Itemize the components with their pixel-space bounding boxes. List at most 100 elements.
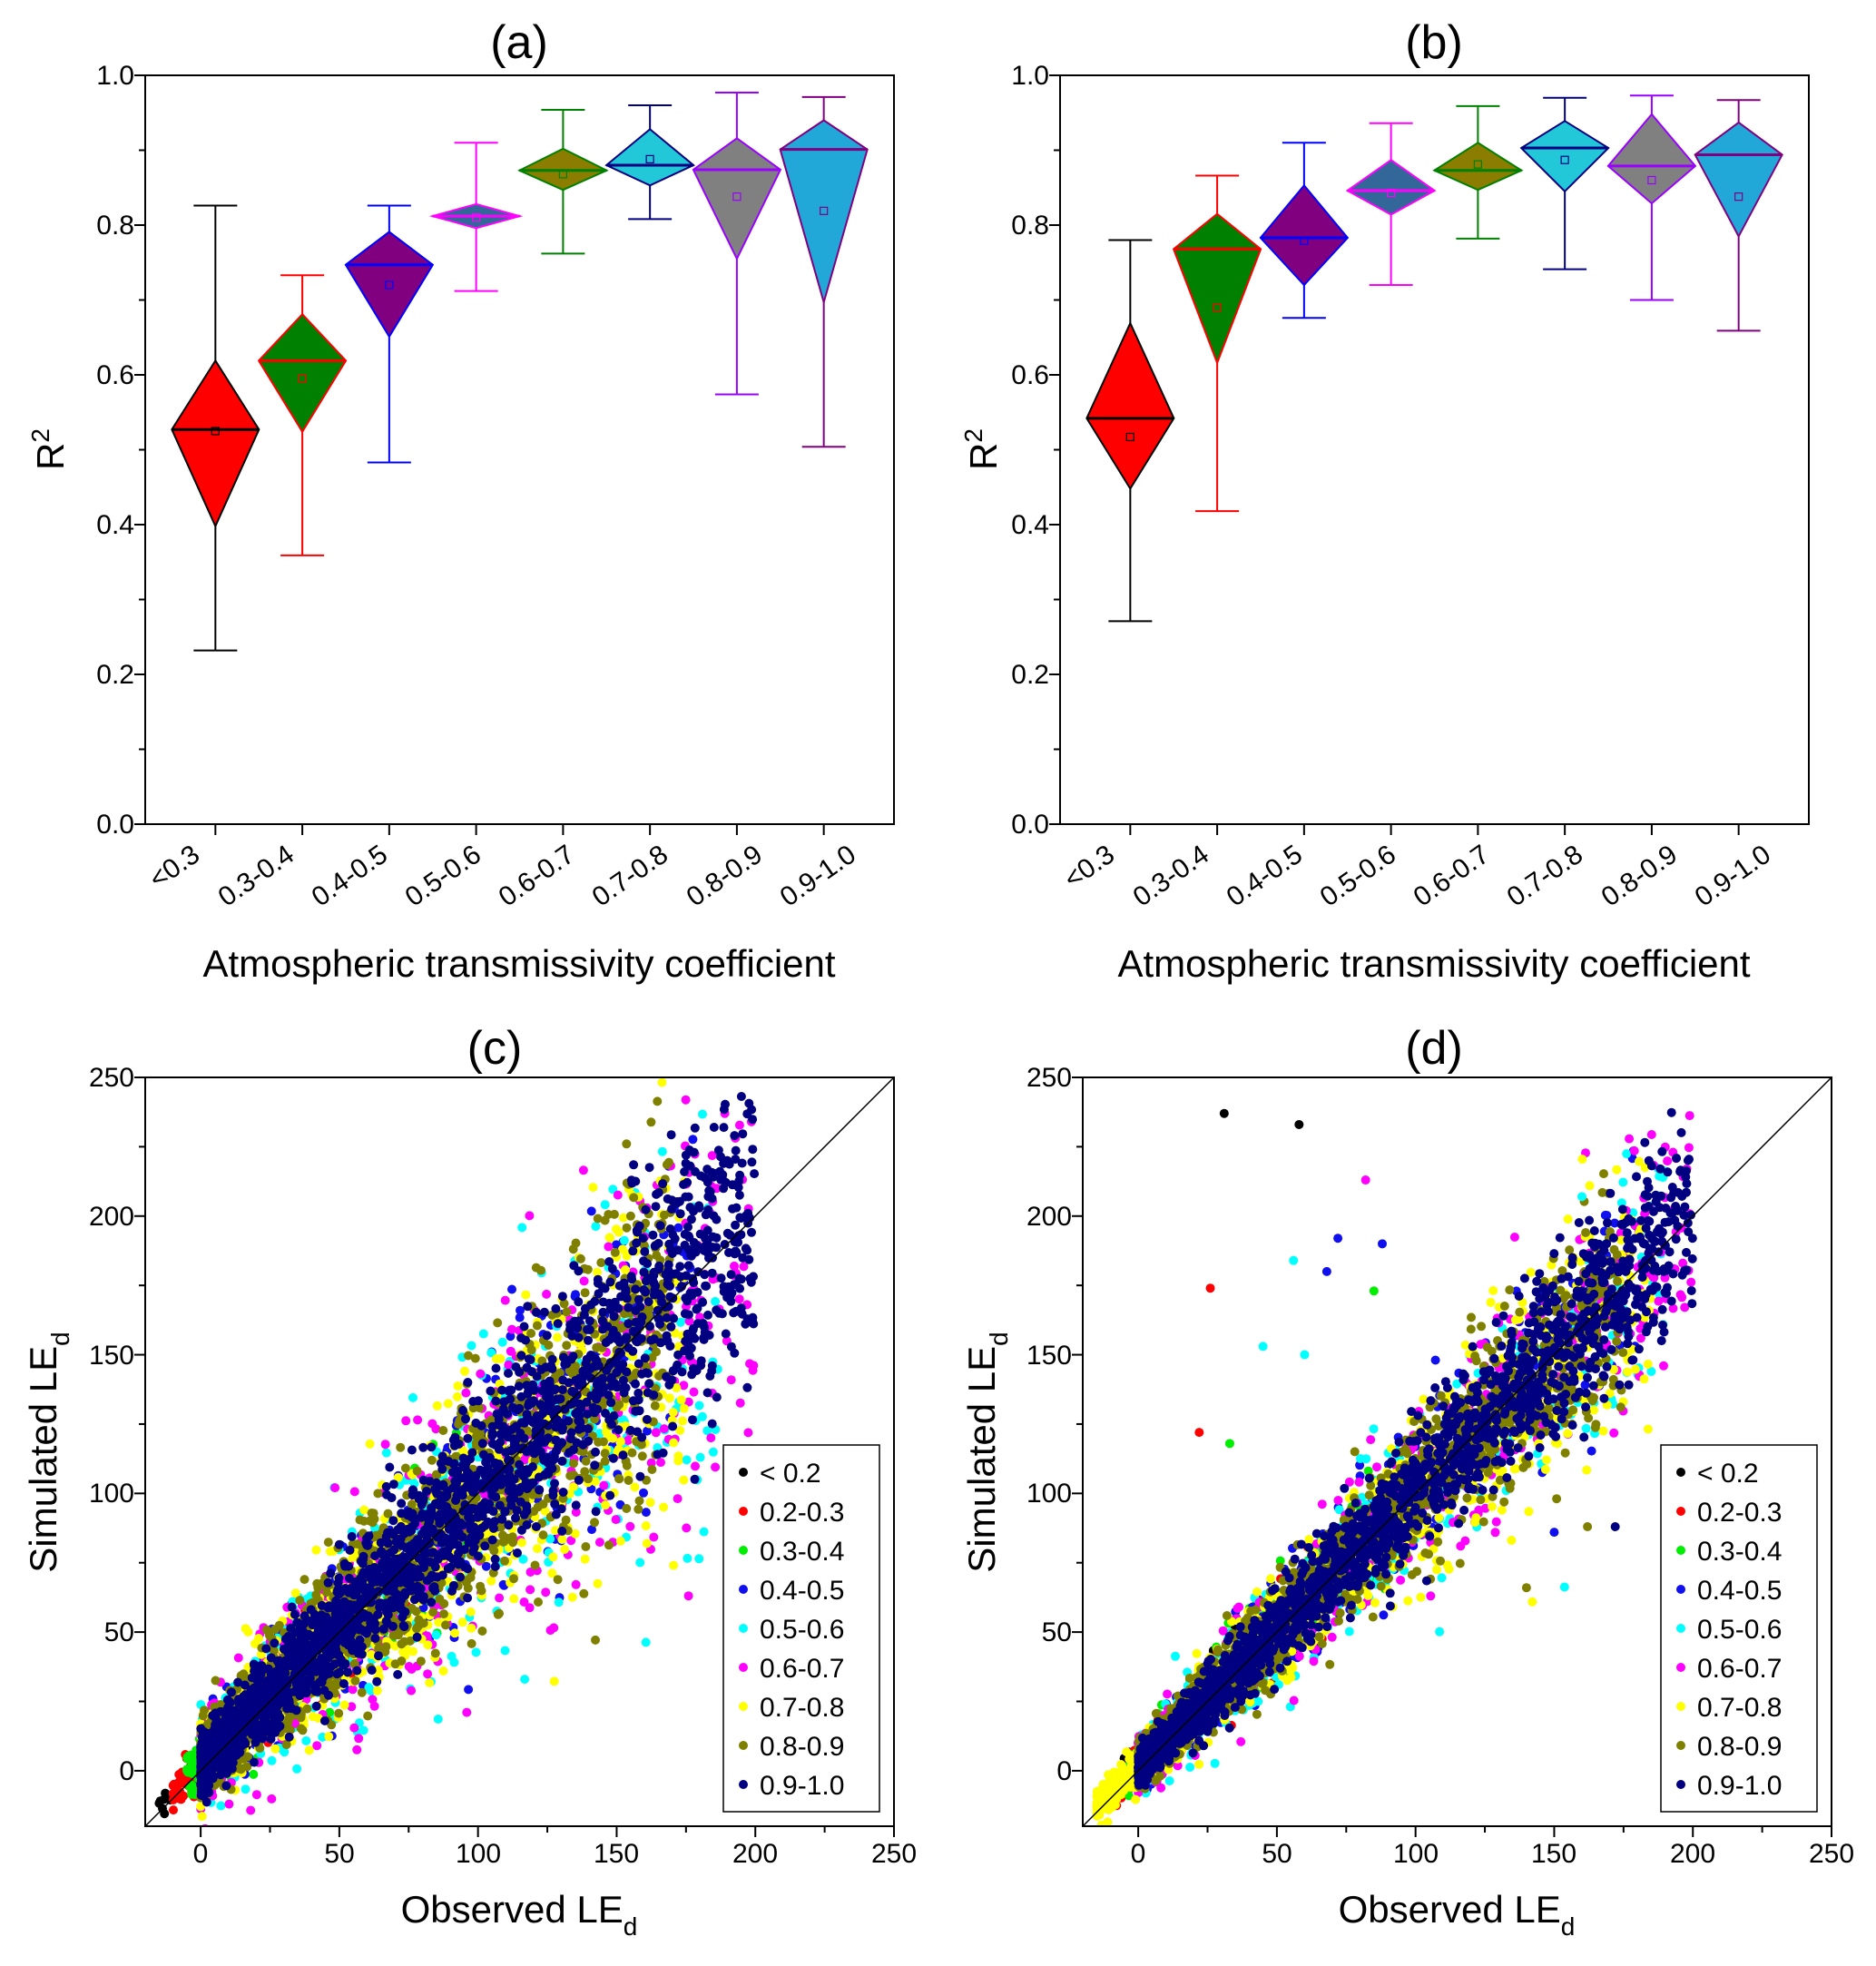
panel-c-point: [187, 1790, 196, 1799]
panel-c-point: [427, 1420, 437, 1429]
panel-c-point: [525, 1585, 535, 1594]
panel-b-frame: [1060, 75, 1809, 824]
panel-c-point: [520, 1675, 529, 1684]
panel-a-ytick-3: 0.6: [96, 360, 134, 390]
panel-c-point: [493, 1318, 502, 1327]
panel-c-point: [623, 1224, 632, 1233]
panel-c-point: [698, 1110, 707, 1119]
panel-c-point: [653, 1096, 662, 1106]
panel-c-point: [464, 1685, 473, 1694]
panel-c-point: [614, 1474, 624, 1483]
panel-c-point: [305, 1745, 314, 1755]
panel-c-point: [690, 1388, 699, 1397]
panel-c-point: [611, 1248, 620, 1257]
panel-c-point: [679, 1476, 688, 1485]
panel-c-point: [590, 1518, 599, 1527]
panel-c-point: [610, 1210, 619, 1219]
panel-b-box-1: [1174, 176, 1261, 512]
panel-c-point: [373, 1489, 382, 1498]
panel-c-point: [594, 1579, 603, 1588]
panel-c-point: [719, 1184, 728, 1193]
panel-c-point: [591, 1448, 600, 1457]
panel-b-ytick-3: 0.6: [1011, 360, 1049, 390]
panel-c-point: [246, 1806, 255, 1815]
panel-c-point: [572, 1580, 581, 1589]
panel-c-point: [591, 1636, 600, 1645]
panel-c-point: [453, 1392, 462, 1401]
panel-c-point: [553, 1333, 562, 1342]
panel-c-point: [408, 1393, 417, 1402]
panel-a-boxes: [172, 93, 867, 651]
panel-c-point: [309, 1712, 318, 1721]
panel-c-point: [349, 1685, 358, 1694]
panel-b-box-6: [1608, 95, 1695, 300]
panel-c-point: [477, 1627, 486, 1636]
panel-c-point: [533, 1544, 542, 1553]
panel-c-point: [492, 1364, 501, 1373]
panel-c-point: [509, 1574, 518, 1583]
panel-c-point: [198, 1812, 207, 1821]
panel-c-point: [396, 1443, 405, 1452]
panel-c-point: [349, 1724, 359, 1733]
panel-c-point: [509, 1594, 518, 1603]
panel-c-point: [516, 1313, 525, 1322]
panel-c-point: [665, 1393, 674, 1402]
panel-c-point: [267, 1794, 276, 1804]
panel-c-point: [517, 1538, 526, 1548]
panel-c-point: [154, 1799, 163, 1808]
panel-c-point: [695, 1401, 704, 1411]
panel-a-ytick-4: 0.8: [96, 211, 134, 241]
panel-c-title: (c): [467, 1022, 523, 1075]
panel-c-point: [711, 1462, 720, 1471]
panel-c-point: [739, 1022, 748, 1031]
panel-c-point: [450, 1628, 459, 1637]
panel-c-point: [243, 1627, 252, 1637]
panel-c-point: [413, 1467, 422, 1476]
panel-c-point: [464, 1352, 473, 1361]
panel-c-point: [499, 1538, 508, 1547]
panel-c-point: [682, 1523, 691, 1532]
panel-a-box-5-diamond: [606, 129, 693, 185]
panel-c-point: [691, 1461, 700, 1470]
panel-c-point: [495, 1594, 504, 1603]
panel-c-point: [199, 1711, 208, 1720]
panel-c-point: [295, 1596, 304, 1605]
panel-c-points: [154, 886, 759, 1833]
panel-c-point: [652, 1347, 661, 1356]
panel-b-box-5: [1521, 98, 1608, 270]
panel-c-point: [592, 1343, 601, 1352]
panel-c-point: [581, 1542, 590, 1551]
panel-a-y-ticks: [134, 75, 145, 824]
panel-c-point: [326, 1547, 335, 1556]
panel-a-box-6-diamond: [693, 138, 781, 259]
panel-c-point: [427, 1456, 437, 1465]
panel-c-point: [432, 1630, 441, 1639]
panel-c-point: [467, 1624, 476, 1633]
panel-c-point: [334, 1709, 343, 1718]
panel-c-point: [639, 1489, 648, 1498]
panel-c-point: [439, 1599, 448, 1608]
panel-a-box-0: [172, 206, 259, 651]
panel-c-point: [616, 1537, 625, 1546]
panel-c-point: [638, 1451, 647, 1460]
panel-c-point: [743, 1428, 752, 1437]
panel-b-ytick-2: 0.4: [1011, 510, 1049, 540]
panel-c-point: [624, 1476, 634, 1485]
panel-c-point: [467, 1639, 476, 1648]
panel-c-point: [635, 1497, 644, 1506]
panel-c-point: [454, 1381, 463, 1391]
panel-a-box-7: [781, 97, 868, 447]
panel-c-point: [700, 1528, 709, 1537]
panel-c-point: [682, 1096, 691, 1105]
panel-c-point: [569, 1244, 578, 1253]
panel-c-point: [270, 1625, 280, 1634]
panel-b-xcat-3: 0.5-0.6: [1315, 840, 1401, 913]
panel-c: (c) 0 50 100 150 200 250 0 50 100 150 20…: [22, 886, 917, 1941]
panel-b-xcat-4: 0.6-0.7: [1409, 840, 1495, 913]
panel-c-point: [669, 1561, 678, 1570]
panel-c-point: [706, 1433, 715, 1442]
panel-c-point: [531, 1561, 540, 1570]
panel-c-point: [579, 1589, 588, 1598]
panel-c-point: [555, 1597, 564, 1607]
panel-c-point: [735, 1294, 744, 1303]
